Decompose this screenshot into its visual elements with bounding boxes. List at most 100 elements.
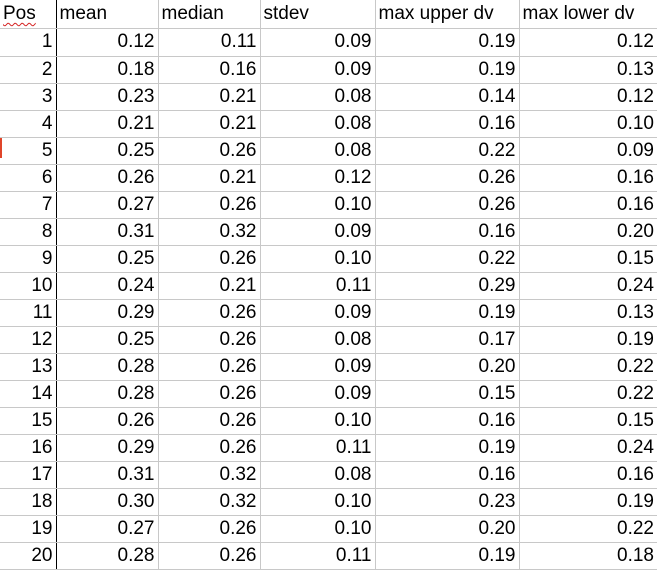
cell-stdev[interactable]: 0.11 [260, 272, 376, 300]
cell-stdev[interactable]: 0.09 [260, 299, 376, 327]
cell-pos[interactable]: 18 [0, 488, 57, 516]
cell-max-lower-dv[interactable]: 0.13 [519, 56, 657, 84]
cell-stdev[interactable]: 0.10 [260, 245, 376, 273]
cell-pos[interactable]: 7 [0, 191, 57, 219]
cell-pos[interactable]: 15 [0, 407, 57, 435]
cell-max-lower-dv[interactable]: 0.16 [519, 461, 657, 489]
cell-max-upper-dv[interactable]: 0.16 [375, 461, 520, 489]
cell-pos[interactable]: 19 [0, 515, 57, 543]
cell-mean[interactable]: 0.26 [56, 407, 159, 435]
cell-pos[interactable]: 8 [0, 218, 57, 246]
cell-median[interactable]: 0.26 [158, 407, 261, 435]
header-cell-pos[interactable]: Pos [0, 0, 57, 29]
cell-mean[interactable]: 0.26 [56, 164, 159, 192]
cell-median[interactable]: 0.32 [158, 488, 261, 516]
cell-max-upper-dv[interactable]: 0.14 [375, 83, 520, 111]
cell-mean[interactable]: 0.27 [56, 515, 159, 543]
cell-mean[interactable]: 0.27 [56, 191, 159, 219]
cell-max-lower-dv[interactable]: 0.22 [519, 515, 657, 543]
cell-max-lower-dv[interactable]: 0.12 [519, 28, 657, 57]
cell-mean[interactable]: 0.29 [56, 299, 159, 327]
header-cell-max-lower-dv[interactable]: max lower dv [519, 0, 657, 29]
cell-median[interactable]: 0.21 [158, 164, 261, 192]
cell-median[interactable]: 0.26 [158, 245, 261, 273]
cell-stdev[interactable]: 0.09 [260, 353, 376, 381]
cell-median[interactable]: 0.16 [158, 56, 261, 84]
cell-mean[interactable]: 0.28 [56, 542, 159, 570]
cell-max-upper-dv[interactable]: 0.23 [375, 488, 520, 516]
cell-stdev[interactable]: 0.09 [260, 380, 376, 408]
cell-pos[interactable]: 1 [0, 28, 57, 57]
cell-pos[interactable]: 20 [0, 542, 57, 570]
cell-median[interactable]: 0.26 [158, 380, 261, 408]
cell-max-lower-dv[interactable]: 0.22 [519, 380, 657, 408]
cell-stdev[interactable]: 0.08 [260, 461, 376, 489]
cell-max-upper-dv[interactable]: 0.29 [375, 272, 520, 300]
cell-max-lower-dv[interactable]: 0.15 [519, 407, 657, 435]
cell-max-lower-dv[interactable]: 0.18 [519, 542, 657, 570]
cell-pos[interactable]: 12 [0, 326, 57, 354]
cell-max-lower-dv[interactable]: 0.16 [519, 164, 657, 192]
cell-max-upper-dv[interactable]: 0.19 [375, 28, 520, 57]
cell-median[interactable]: 0.32 [158, 461, 261, 489]
cell-max-lower-dv[interactable]: 0.16 [519, 191, 657, 219]
cell-max-lower-dv[interactable]: 0.09 [519, 137, 657, 165]
cell-max-upper-dv[interactable]: 0.19 [375, 56, 520, 84]
cell-mean[interactable]: 0.28 [56, 380, 159, 408]
cell-max-upper-dv[interactable]: 0.26 [375, 164, 520, 192]
cell-max-upper-dv[interactable]: 0.15 [375, 380, 520, 408]
cell-max-lower-dv[interactable]: 0.19 [519, 488, 657, 516]
cell-pos[interactable]: 2 [0, 56, 57, 84]
cell-mean[interactable]: 0.25 [56, 245, 159, 273]
cell-max-upper-dv[interactable]: 0.19 [375, 299, 520, 327]
cell-stdev[interactable]: 0.08 [260, 137, 376, 165]
cell-max-upper-dv[interactable]: 0.26 [375, 191, 520, 219]
cell-mean[interactable]: 0.31 [56, 461, 159, 489]
header-cell-mean[interactable]: mean [56, 0, 159, 29]
cell-max-upper-dv[interactable]: 0.22 [375, 137, 520, 165]
cell-stdev[interactable]: 0.09 [260, 28, 376, 57]
cell-median[interactable]: 0.26 [158, 353, 261, 381]
cell-pos[interactable]: 5 [0, 137, 57, 165]
cell-pos[interactable]: 17 [0, 461, 57, 489]
cell-stdev[interactable]: 0.11 [260, 434, 376, 462]
cell-max-upper-dv[interactable]: 0.16 [375, 407, 520, 435]
cell-median[interactable]: 0.26 [158, 326, 261, 354]
header-cell-median[interactable]: median [158, 0, 261, 29]
cell-pos[interactable]: 14 [0, 380, 57, 408]
cell-stdev[interactable]: 0.08 [260, 326, 376, 354]
cell-mean[interactable]: 0.25 [56, 137, 159, 165]
cell-mean[interactable]: 0.30 [56, 488, 159, 516]
cell-max-lower-dv[interactable]: 0.22 [519, 353, 657, 381]
cell-pos[interactable]: 4 [0, 110, 57, 138]
cell-mean[interactable]: 0.25 [56, 326, 159, 354]
cell-max-lower-dv[interactable]: 0.20 [519, 218, 657, 246]
cell-pos[interactable]: 11 [0, 299, 57, 327]
cell-stdev[interactable]: 0.11 [260, 542, 376, 570]
cell-stdev[interactable]: 0.10 [260, 515, 376, 543]
cell-max-upper-dv[interactable]: 0.16 [375, 218, 520, 246]
cell-stdev[interactable]: 0.12 [260, 164, 376, 192]
cell-mean[interactable]: 0.24 [56, 272, 159, 300]
cell-stdev[interactable]: 0.10 [260, 488, 376, 516]
cell-median[interactable]: 0.26 [158, 299, 261, 327]
cell-mean[interactable]: 0.21 [56, 110, 159, 138]
cell-median[interactable]: 0.26 [158, 191, 261, 219]
cell-max-lower-dv[interactable]: 0.24 [519, 434, 657, 462]
cell-pos[interactable]: 9 [0, 245, 57, 273]
cell-median[interactable]: 0.21 [158, 110, 261, 138]
cell-stdev[interactable]: 0.09 [260, 218, 376, 246]
cell-pos[interactable]: 3 [0, 83, 57, 111]
header-cell-max-upper-dv[interactable]: max upper dv [375, 0, 520, 29]
cell-max-lower-dv[interactable]: 0.13 [519, 299, 657, 327]
cell-stdev[interactable]: 0.09 [260, 56, 376, 84]
cell-max-upper-dv[interactable]: 0.19 [375, 434, 520, 462]
cell-pos[interactable]: 10 [0, 272, 57, 300]
cell-max-lower-dv[interactable]: 0.19 [519, 326, 657, 354]
cell-max-upper-dv[interactable]: 0.16 [375, 110, 520, 138]
cell-stdev[interactable]: 0.10 [260, 407, 376, 435]
cell-mean[interactable]: 0.18 [56, 56, 159, 84]
cell-median[interactable]: 0.21 [158, 272, 261, 300]
cell-max-lower-dv[interactable]: 0.24 [519, 272, 657, 300]
cell-median[interactable]: 0.26 [158, 542, 261, 570]
